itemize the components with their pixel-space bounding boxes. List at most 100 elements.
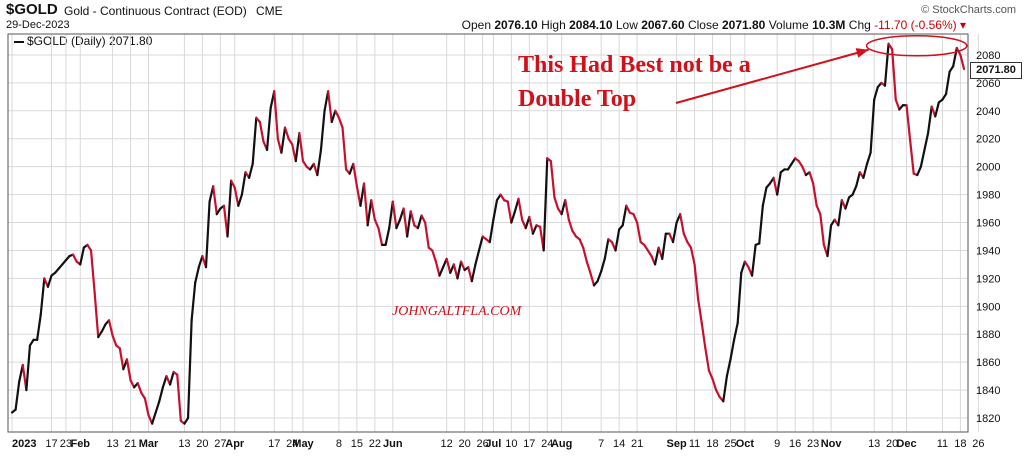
price-segment: [111, 334, 118, 347]
price-segment: [887, 42, 894, 51]
price-segment: [474, 249, 481, 266]
x-tick-label: 26: [972, 438, 984, 450]
price-segment: [578, 238, 585, 249]
price-segment: [391, 200, 398, 230]
x-tick-label: Jul: [485, 438, 501, 450]
y-tick-label: 1940: [976, 245, 1000, 257]
price-segment: [894, 98, 901, 111]
x-tick-label: 22: [369, 438, 381, 450]
chart-date: 29-Dec-2023: [6, 19, 70, 31]
price-segment: [865, 151, 872, 165]
y-tick-label: 2080: [976, 50, 1000, 62]
price-segment: [844, 196, 851, 210]
price-segment: [470, 263, 477, 283]
price-segment: [283, 126, 290, 140]
x-tick-label: 12: [441, 438, 453, 450]
price-segment: [819, 213, 825, 246]
price-segment: [944, 70, 951, 96]
price-segment: [337, 116, 344, 129]
price-segment: [506, 200, 513, 224]
x-tick-label: 18: [706, 438, 718, 450]
x-tick-label: Oct: [736, 438, 755, 450]
price-segment: [233, 186, 240, 207]
x-tick-label: 21: [124, 438, 136, 450]
brand-label[interactable]: © StockCharts.com: [921, 4, 1016, 16]
price-segment: [258, 120, 265, 143]
y-tick-label: 1960: [976, 218, 1000, 230]
price-segment: [190, 281, 197, 322]
price-segment: [294, 132, 301, 163]
double-top-highlight-oval: [865, 35, 968, 57]
price-segment: [459, 260, 466, 272]
price-segment: [600, 257, 606, 273]
price-segment: [46, 274, 53, 288]
price-segment: [797, 159, 804, 168]
price-segment: [129, 379, 136, 389]
y-tick-label: 1840: [976, 385, 1000, 397]
price-segment: [301, 159, 308, 168]
price-segment: [409, 210, 416, 227]
price-segment: [36, 313, 42, 341]
legend-label: $GOLD (Daily) 2071.80: [27, 34, 153, 48]
price-segment: [732, 321, 739, 341]
price-segment: [186, 319, 193, 420]
price-segment: [693, 263, 700, 301]
price-segment: [352, 162, 358, 188]
price-segment: [251, 116, 258, 165]
price-segment: [158, 386, 164, 403]
chg-label: Chg: [848, 18, 871, 32]
price-segment: [869, 98, 876, 154]
price-segment: [298, 132, 305, 163]
price-segment: [373, 218, 380, 230]
annotation-line-2: Double Top: [518, 86, 637, 112]
price-segment: [151, 411, 157, 425]
annotation-arrow: [675, 48, 869, 104]
price-segment: [952, 46, 958, 68]
price-segment: [603, 238, 610, 260]
price-segment: [248, 162, 254, 179]
price-segment: [100, 323, 107, 333]
price-segment: [729, 338, 736, 361]
price-segment: [499, 193, 506, 202]
price-segment: [926, 105, 933, 135]
price-segment: [230, 179, 236, 189]
price-segment: [215, 207, 222, 216]
y-tick-label: 2040: [976, 106, 1000, 118]
x-tick-label: 26: [476, 438, 488, 450]
price-segment: [438, 266, 445, 277]
price-segment: [916, 165, 922, 177]
x-tick-label: Feb: [70, 438, 90, 450]
y-tick-label: 1920: [976, 273, 1000, 285]
price-segment: [97, 330, 103, 339]
price-segment: [86, 243, 93, 252]
high-label: High: [541, 18, 566, 32]
x-tick-label: 20: [196, 438, 208, 450]
price-segment: [909, 139, 915, 175]
close-value: 2071.80: [721, 18, 766, 32]
x-tick-label: 2023: [12, 438, 36, 450]
price-segment: [679, 213, 685, 235]
price-segment: [625, 204, 632, 214]
y-tick-label: 2000: [976, 162, 1000, 174]
price-segment: [362, 182, 369, 227]
price-segment: [79, 246, 85, 266]
price-segment: [168, 370, 175, 386]
price-segment: [194, 266, 200, 284]
y-tick-label: 1880: [976, 329, 1000, 341]
price-segment: [197, 254, 204, 269]
price-segment: [697, 298, 703, 325]
y-tick-label: 1820: [976, 413, 1000, 425]
price-segment: [93, 291, 100, 339]
x-tick-label: 10: [505, 438, 517, 450]
y-tick-label: 1860: [976, 357, 1000, 369]
price-segment: [118, 347, 125, 371]
watermark: JOHNGALTFLA.COM: [392, 304, 522, 319]
price-segment: [750, 243, 757, 277]
price-segment: [204, 200, 211, 269]
price-segment: [265, 106, 272, 152]
price-segment: [722, 375, 728, 403]
price-segment: [862, 162, 869, 179]
